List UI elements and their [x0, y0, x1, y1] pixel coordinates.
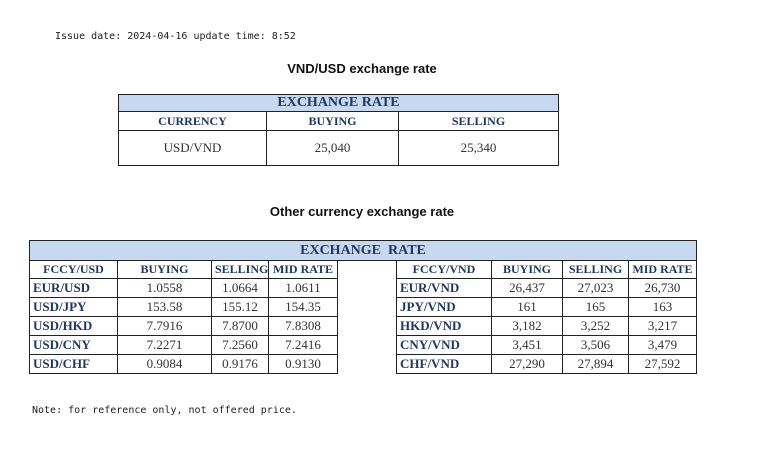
spacer	[337, 260, 397, 279]
data-row: USD/CNY 7.2271 7.2560 7.2416 CNY/VND 3,451 3,5…	[29, 335, 698, 355]
cell: 27,290	[491, 354, 563, 374]
currency-pair: CNY/VND	[396, 335, 492, 355]
cell: 155.12	[211, 297, 269, 317]
header-row: EXCHANGE RATE	[28, 240, 698, 261]
cell: 165	[562, 297, 629, 317]
cell: 25,040	[266, 130, 399, 166]
currency-pair: USD/CHF	[29, 354, 118, 374]
cell: 154.35	[268, 297, 338, 317]
currency-pair: HKD/VND	[396, 316, 492, 336]
cell: 3,506	[562, 335, 629, 355]
currency-pair: USD/HKD	[29, 316, 118, 336]
column-header: CURRENCY	[118, 111, 267, 131]
cell: 7.2416	[268, 335, 338, 355]
cell: 7.2271	[117, 335, 212, 355]
column-header: MID RATE	[268, 260, 338, 279]
table-header: EXCHANGE RATE	[117, 94, 560, 112]
currency-pair: EUR/VND	[396, 278, 492, 298]
cell: 3,451	[491, 335, 563, 355]
other-title: Other currency exchange rate	[269, 204, 455, 219]
spacer	[337, 278, 397, 298]
other-table: EXCHANGE RATE FCCY/USD BUYING SELLING MID RA…	[28, 240, 698, 374]
cell: 0.9176	[211, 354, 269, 374]
column-header: BUYING	[117, 260, 212, 279]
cell: 1.0558	[117, 278, 212, 298]
data-row: USD/HKD 7.7916 7.8700 7.8308 HKD/VND 3,182 3,2…	[29, 316, 698, 336]
currency-pair: EUR/USD	[29, 278, 118, 298]
data-row: USD/VND 25,040 25,340	[118, 130, 560, 166]
cell: 3,479	[627, 335, 698, 355]
column-header: SELLING	[562, 260, 629, 279]
vnd-usd-title: VND/USD exchange rate	[287, 61, 437, 76]
column-header: BUYING	[491, 260, 563, 279]
column-row: FCCY/USD BUYING SELLING MID RATE FCCY/VND BUY…	[29, 260, 698, 279]
cell: 26,437	[491, 278, 563, 298]
note: Note: for reference only, not offered pr…	[32, 405, 297, 416]
cell: 1.0664	[211, 278, 269, 298]
cell: 3,252	[562, 316, 629, 336]
header-row: EXCHANGE RATE	[117, 94, 560, 112]
cell: 163	[627, 297, 698, 317]
cell: 1.0611	[268, 278, 338, 298]
spacer	[337, 297, 397, 317]
cell: 3,182	[491, 316, 563, 336]
data-row: EUR/USD 1.0558 1.0664 1.0611 EUR/VND 26,437 27…	[29, 278, 698, 298]
cell: 27,592	[627, 354, 698, 374]
cell: 25,340	[397, 130, 560, 166]
currency-pair: USD/CNY	[29, 335, 118, 355]
cell: 153.58	[117, 297, 212, 317]
data-row: USD/JPY 153.58 155.12 154.35 JPY/VND 161 165 16…	[29, 297, 698, 317]
cell: 0.9084	[117, 354, 212, 374]
spacer	[337, 335, 397, 355]
column-header: FCCY/VND	[396, 260, 492, 279]
currency-pair: USD/JPY	[29, 297, 118, 317]
cell: 3,217	[627, 316, 698, 336]
cell: 27,894	[562, 354, 629, 374]
cell: 7.7916	[117, 316, 212, 336]
spacer	[337, 316, 397, 336]
column-header: FCCY/USD	[29, 260, 118, 279]
column-header: MID RATE	[627, 260, 698, 279]
column-header: SELLING	[397, 111, 560, 131]
column-header: BUYING	[266, 111, 399, 131]
currency-pair: CHF/VND	[396, 354, 492, 374]
vnd-usd-table: EXCHANGE RATE CURRENCY BUYING SELLING USD/VN…	[117, 94, 560, 166]
issue-line: Issue date: 2024-04-16 update time: 8:52	[55, 31, 296, 42]
currency-pair: JPY/VND	[396, 297, 492, 317]
cell: 161	[491, 297, 563, 317]
cell: 26,730	[627, 278, 698, 298]
cell: 7.8700	[211, 316, 269, 336]
cell: 7.8308	[268, 316, 338, 336]
table-header: EXCHANGE RATE	[28, 240, 698, 261]
column-row: CURRENCY BUYING SELLING	[118, 111, 560, 131]
cell: USD/VND	[118, 130, 267, 166]
cell: 27,023	[562, 278, 629, 298]
cell: 7.2560	[211, 335, 269, 355]
cell: 0.9130	[268, 354, 338, 374]
spacer	[337, 354, 397, 374]
column-header: SELLING	[211, 260, 269, 279]
data-row: USD/CHF 0.9084 0.9176 0.9130 CHF/VND 27,290 27…	[29, 354, 698, 374]
